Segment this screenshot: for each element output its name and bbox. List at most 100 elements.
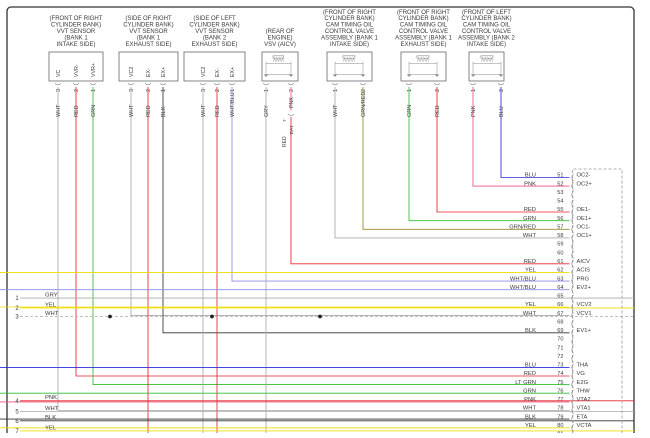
- svg-text:GRN: GRN: [523, 216, 536, 222]
- svg-text:VVT SENSOR: VVT SENSOR: [129, 29, 168, 35]
- svg-text:WHT: WHT: [45, 311, 59, 317]
- svg-text:WHT: WHT: [201, 104, 207, 117]
- svg-text:BLK: BLK: [525, 414, 536, 420]
- svg-text:52: 52: [557, 181, 563, 187]
- svg-text:(FRONT OF RIGHT: (FRONT OF RIGHT: [323, 10, 376, 16]
- svg-text:2: 2: [435, 89, 441, 92]
- svg-text:57: 57: [557, 225, 563, 231]
- svg-text:(SIDE OF RIGHT: (SIDE OF RIGHT: [125, 16, 172, 22]
- svg-text:YEL: YEL: [525, 302, 537, 308]
- svg-text:1: 1: [91, 89, 97, 92]
- svg-text:ACIS: ACIS: [577, 268, 591, 274]
- svg-text:LT GRN: LT GRN: [515, 380, 536, 386]
- svg-text:PRG: PRG: [577, 276, 590, 282]
- svg-text:YEL: YEL: [525, 268, 537, 274]
- svg-text:CONTROL VALVE: CONTROL VALVE: [399, 29, 448, 35]
- svg-text:PNK: PNK: [471, 105, 477, 117]
- svg-text:55: 55: [557, 207, 563, 213]
- svg-text:65: 65: [557, 294, 563, 300]
- svg-text:(BANK 2: (BANK 2: [203, 36, 227, 42]
- svg-text:68: 68: [557, 319, 563, 325]
- svg-text:VC2: VC2: [129, 67, 135, 77]
- svg-text:BLK: BLK: [161, 106, 167, 117]
- svg-text:EX+: EX+: [230, 67, 236, 77]
- svg-text:1: 1: [161, 89, 167, 92]
- svg-text:PNK: PNK: [524, 181, 536, 187]
- svg-text:EX+: EX+: [161, 67, 167, 77]
- svg-text:BLU: BLU: [525, 173, 536, 179]
- svg-text:(FRONT OF LEFT: (FRONT OF LEFT: [462, 10, 511, 16]
- svg-text:E2G: E2G: [577, 380, 589, 386]
- svg-text:OE1-: OE1-: [577, 207, 591, 213]
- svg-text:66: 66: [557, 302, 563, 308]
- svg-text:79: 79: [557, 414, 563, 420]
- svg-text:5: 5: [15, 410, 19, 416]
- svg-text:RED: RED: [524, 259, 536, 265]
- svg-text:74: 74: [557, 371, 563, 377]
- svg-text:THW: THW: [577, 388, 591, 394]
- svg-text:OC2+: OC2+: [577, 181, 593, 187]
- svg-text:3: 3: [15, 315, 19, 321]
- svg-text:62: 62: [557, 268, 563, 274]
- svg-text:VCV2: VCV2: [577, 302, 592, 308]
- svg-text:WHT/BLU: WHT/BLU: [510, 285, 536, 291]
- svg-text:63: 63: [557, 276, 563, 282]
- svg-text:VG: VG: [577, 371, 586, 377]
- svg-text:(SIDE OF LEFT: (SIDE OF LEFT: [193, 16, 236, 22]
- svg-text:GRN/RED: GRN/RED: [361, 92, 367, 117]
- svg-text:CAM TIMING OIL: CAM TIMING OIL: [326, 23, 374, 29]
- svg-text:64: 64: [557, 285, 563, 291]
- svg-text:VTA2: VTA2: [577, 397, 591, 403]
- svg-text:OE1+: OE1+: [577, 216, 593, 222]
- svg-text:WHT: WHT: [45, 406, 59, 412]
- svg-text:RED: RED: [146, 105, 152, 117]
- svg-text:WHT: WHT: [333, 104, 339, 117]
- svg-text:CYLINDER BANK): CYLINDER BANK): [123, 23, 173, 29]
- svg-text:2: 2: [146, 89, 152, 92]
- svg-text:ASSEMBLY (BANK 1: ASSEMBLY (BANK 1: [395, 36, 452, 42]
- svg-text:80: 80: [557, 423, 563, 429]
- svg-text:INTAKE SIDE): INTAKE SIDE): [467, 42, 506, 48]
- svg-text:7: 7: [15, 429, 19, 433]
- svg-text:WHT: WHT: [523, 233, 537, 239]
- svg-text:GRY: GRY: [45, 293, 58, 299]
- svg-text:VVR+: VVR+: [91, 63, 97, 77]
- svg-text:PNK: PNK: [45, 395, 57, 401]
- svg-text:77: 77: [557, 397, 563, 403]
- svg-text:(BANK 1: (BANK 1: [137, 36, 161, 42]
- svg-text:75: 75: [557, 380, 563, 386]
- svg-text:VVT SENSOR: VVT SENSOR: [57, 29, 96, 35]
- svg-text:VSV (AICV): VSV (AICV): [264, 42, 296, 48]
- svg-text:EXHAUST SIDE): EXHAUST SIDE): [401, 42, 447, 48]
- svg-text:CYLINDER BANK): CYLINDER BANK): [461, 16, 511, 22]
- svg-text:3: 3: [201, 89, 207, 92]
- svg-text:WHT: WHT: [523, 311, 537, 317]
- svg-text:ETA: ETA: [577, 414, 588, 420]
- svg-text:GRN: GRN: [91, 105, 97, 117]
- svg-text:56: 56: [557, 216, 563, 222]
- svg-text:YEL: YEL: [45, 425, 57, 431]
- svg-text:VCTA: VCTA: [577, 423, 592, 429]
- svg-text:CYLINDER BANK): CYLINDER BANK): [51, 23, 101, 29]
- svg-text:VCV1: VCV1: [577, 311, 592, 317]
- svg-text:AICV: AICV: [577, 259, 591, 265]
- svg-text:PNK: PNK: [524, 397, 536, 403]
- svg-text:VVT SENSOR: VVT SENSOR: [195, 29, 234, 35]
- svg-text:EXHAUST SIDE): EXHAUST SIDE): [126, 42, 172, 48]
- svg-text:59: 59: [557, 242, 563, 248]
- svg-text:2: 2: [289, 89, 295, 92]
- svg-text:OC2-: OC2-: [577, 173, 591, 179]
- svg-text:71: 71: [557, 345, 563, 351]
- svg-text:78: 78: [557, 406, 563, 412]
- svg-text:51: 51: [557, 173, 563, 179]
- svg-text:WHT/BLU: WHT/BLU: [510, 276, 536, 282]
- svg-text:CYLINDER BANK): CYLINDER BANK): [324, 16, 374, 22]
- svg-text:GRN: GRN: [523, 388, 536, 394]
- svg-text:72: 72: [557, 354, 563, 360]
- svg-text:CAM TIMING OIL: CAM TIMING OIL: [463, 23, 511, 29]
- svg-text:GRN: GRN: [407, 105, 413, 117]
- svg-text:VVR-: VVR-: [74, 64, 80, 77]
- svg-text:53: 53: [557, 190, 563, 196]
- svg-text:EXHAUST SIDE): EXHAUST SIDE): [192, 42, 238, 48]
- svg-text:WHT: WHT: [523, 406, 537, 412]
